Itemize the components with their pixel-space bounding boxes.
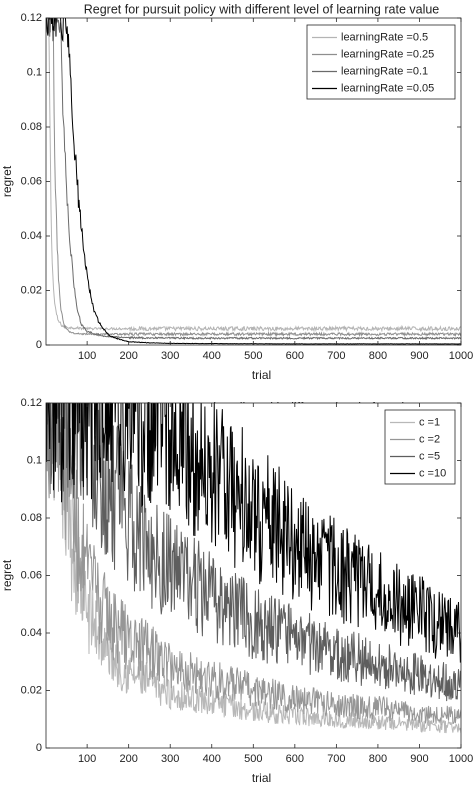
legend-label: learningRate =0.25 bbox=[341, 48, 434, 60]
series-line-1 bbox=[47, 403, 461, 734]
x-tick-label: 300 bbox=[161, 350, 179, 362]
y-tick-label: 0.06 bbox=[21, 175, 42, 187]
x-tick-label: 400 bbox=[203, 753, 221, 765]
series-line-2 bbox=[48, 18, 461, 338]
x-tick-label: 1000 bbox=[449, 350, 473, 362]
chart-epsilon-greedy: Regret for ϵ n-greedy policy with differ… bbox=[0, 395, 474, 785]
x-tick-label: 600 bbox=[286, 350, 304, 362]
y-tick-label: 0.06 bbox=[21, 569, 42, 581]
chart-pursuit-svg: Regret for pursuit policy with different… bbox=[0, 2, 473, 382]
x-axis-label: trial bbox=[252, 771, 271, 783]
legend-label: learningRate =0.1 bbox=[341, 65, 428, 77]
x-tick-label: 200 bbox=[119, 350, 137, 362]
y-tick-label: 0.08 bbox=[21, 121, 42, 133]
x-tick-label: 900 bbox=[410, 753, 428, 765]
series-line-4 bbox=[46, 403, 461, 663]
legend-label: c =2 bbox=[419, 433, 440, 445]
x-tick-label: 400 bbox=[203, 350, 221, 362]
series-line-3 bbox=[47, 18, 461, 341]
y-tick-label: 0.02 bbox=[21, 284, 42, 296]
x-tick-label: 500 bbox=[244, 350, 262, 362]
y-axis-label: regret bbox=[0, 165, 14, 197]
y-tick-label: 0.08 bbox=[21, 512, 42, 524]
x-tick-label: 700 bbox=[327, 753, 345, 765]
y-tick-label: 0.04 bbox=[21, 230, 42, 242]
x-tick-label: 500 bbox=[244, 753, 262, 765]
x-tick-label: 100 bbox=[78, 350, 96, 362]
x-tick-label: 900 bbox=[410, 350, 428, 362]
series-group bbox=[46, 403, 461, 734]
chart-epsilon-greedy-svg: Regret for ϵ n-greedy policy with differ… bbox=[0, 397, 473, 785]
x-tick-label: 100 bbox=[78, 753, 96, 765]
y-tick-label: 0.12 bbox=[21, 12, 42, 24]
chart-pursuit-policy: Regret for pursuit policy with different… bbox=[0, 2, 473, 382]
series-line-2 bbox=[46, 403, 461, 725]
y-tick-label: 0.02 bbox=[21, 684, 42, 696]
x-tick-label: 200 bbox=[119, 753, 137, 765]
series-line-3 bbox=[46, 403, 461, 702]
y-tick-label: 0 bbox=[36, 742, 42, 754]
series-line-1 bbox=[48, 18, 461, 333]
y-tick-label: 0.12 bbox=[21, 397, 42, 409]
y-axis-label: regret bbox=[0, 559, 14, 591]
x-tick-label: 1000 bbox=[449, 753, 473, 765]
y-tick-label: 0.04 bbox=[21, 627, 42, 639]
x-tick-label: 300 bbox=[161, 753, 179, 765]
y-tick-label: 0 bbox=[36, 339, 42, 351]
chart-title: Regret for pursuit policy with different… bbox=[84, 2, 440, 16]
legend-label: c =1 bbox=[419, 416, 440, 428]
x-tick-label: 700 bbox=[327, 350, 345, 362]
y-tick-label: 0.1 bbox=[27, 454, 42, 466]
x-tick-label: 600 bbox=[286, 753, 304, 765]
legend-label: learningRate =0.05 bbox=[341, 82, 434, 94]
x-axis-label: trial bbox=[252, 368, 271, 382]
x-tick-label: 800 bbox=[369, 350, 387, 362]
y-tick-label: 0.1 bbox=[27, 66, 42, 78]
legend-label: c =10 bbox=[419, 467, 446, 479]
x-tick-label: 800 bbox=[369, 753, 387, 765]
legend-label: c =5 bbox=[419, 450, 440, 462]
legend-label: learningRate =0.5 bbox=[341, 31, 428, 43]
